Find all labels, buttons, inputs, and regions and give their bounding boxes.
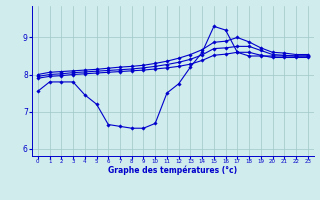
X-axis label: Graphe des températures (°c): Graphe des températures (°c) <box>108 166 237 175</box>
